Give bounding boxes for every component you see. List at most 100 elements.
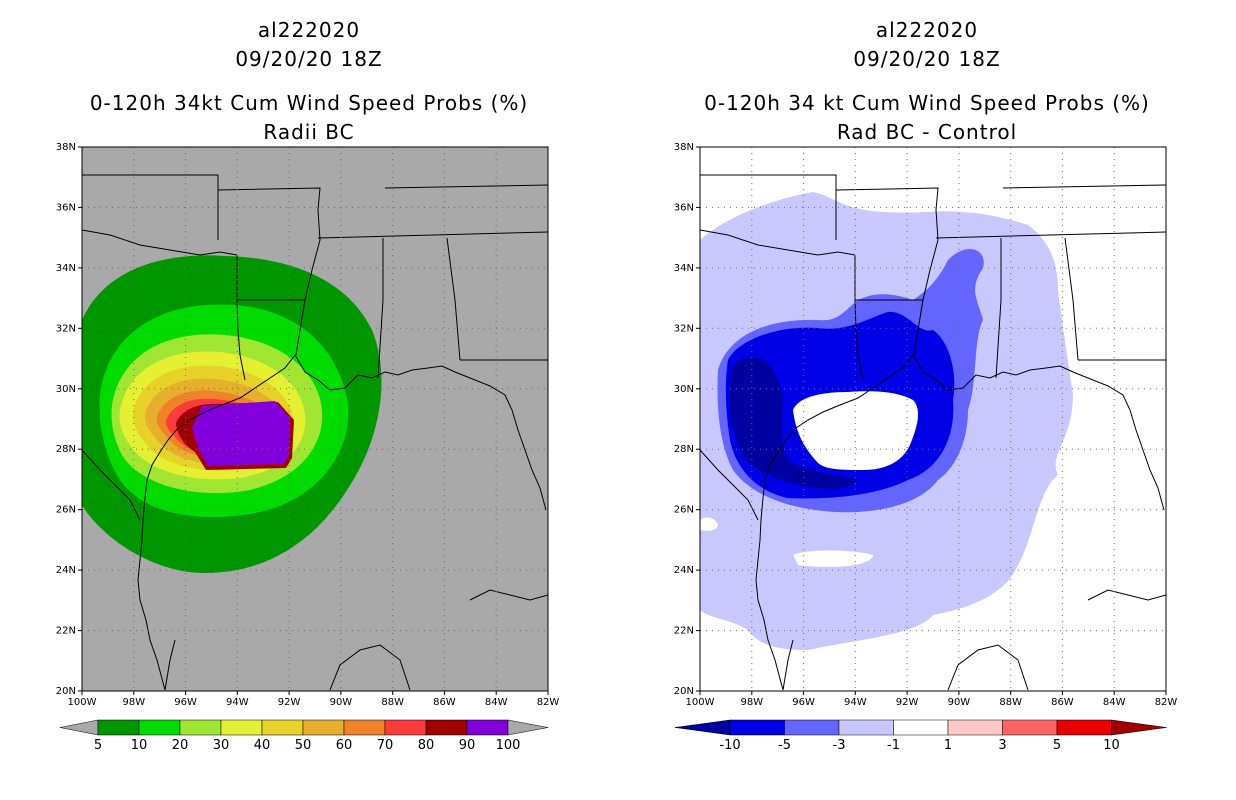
boundary-line (835, 187, 939, 211)
product-subtitle: Radii BC (263, 120, 355, 144)
boundary-line (384, 184, 548, 189)
boundary-line (137, 354, 296, 691)
lat-label: 28N (674, 444, 694, 455)
boundary-line (700, 229, 856, 256)
lon-label: 98W (740, 697, 763, 708)
colorbar-label: 50 (295, 738, 312, 753)
lon-label: 92W (278, 697, 301, 708)
map-frame (699, 146, 1167, 692)
lat-label: 34N (674, 263, 694, 274)
difference-contours (700, 192, 1073, 650)
lat-label: 30N (674, 384, 694, 395)
colorbar-label: 10 (131, 738, 148, 753)
colorbar-swatch (838, 719, 894, 736)
colorbar-label: 80 (418, 738, 435, 753)
colorbar-label: 20 (172, 738, 189, 753)
colorbar-arrow-low (59, 719, 99, 736)
lat-label: 38N (56, 142, 76, 153)
lat-label: 36N (56, 202, 76, 213)
lon-label: 86W (433, 697, 456, 708)
lon-label: 96W (174, 697, 197, 708)
boundary-line (317, 231, 548, 239)
lat-label: 24N (674, 565, 694, 576)
boundary-line (329, 644, 411, 691)
boundary-line (1064, 237, 1079, 361)
lon-label: 100W (68, 697, 97, 708)
product-title: 0-120h 34kt Cum Wind Speed Probs (%) (89, 91, 529, 115)
lon-label: 94W (226, 697, 249, 708)
storm-id: al222020 (257, 18, 361, 42)
lat-label: 22N (674, 626, 694, 637)
left-panel: al222020 09/20/20 18Z 0-120h 34kt Cum Wi… (56, 18, 560, 753)
colorbar-swatch (261, 719, 304, 736)
right-panel: al222020 09/20/20 18Z 0-120h 34 kt Cum W… (618, 0, 1236, 800)
colorbar-swatch (466, 719, 509, 736)
coastlines-and-borders (700, 174, 1166, 691)
lon-label: 100W (686, 697, 715, 708)
colorbar: -10 -5 -3 -1 1 3 5 10 (674, 719, 1167, 753)
colorbar-label: 10 (1103, 738, 1120, 753)
colorbar-label: 100 (496, 738, 521, 753)
colorbar-arrow-high (1111, 719, 1167, 736)
boundary-line (913, 209, 939, 356)
lon-label: 96W (792, 697, 815, 708)
boundary-line (82, 229, 238, 256)
colorbar-label: 3 (998, 738, 1006, 753)
colorbar-swatch (179, 719, 222, 736)
lon-label: 86W (1051, 697, 1074, 708)
colorbar-label: 30 (213, 738, 230, 753)
colorbar-swatch (729, 719, 785, 736)
colorbar-label: -3 (833, 738, 846, 753)
lat-label: 32N (674, 323, 694, 334)
lon-label: 90W (330, 697, 353, 708)
colorbar-label: -1 (887, 738, 900, 753)
colorbar-label: -5 (778, 738, 791, 753)
product-title: 0-120h 34 kt Cum Wind Speed Probs (%) (704, 91, 1150, 115)
boundary-line (446, 237, 461, 361)
colorbar-arrow-high (507, 719, 549, 736)
colorbar-label: 90 (459, 738, 476, 753)
coastlines-and-borders (82, 174, 548, 691)
lat-label: 20N (56, 686, 76, 697)
lat-label: 28N (56, 444, 76, 455)
colorbar-swatch (425, 719, 468, 736)
boundary-line (947, 644, 1029, 691)
colorbar-swatch (138, 719, 181, 736)
lon-label: 82W (1155, 697, 1178, 708)
colorbar-swatch (343, 719, 386, 736)
lat-label: 22N (56, 626, 76, 637)
colorbar: 5 10 20 30 40 50 60 70 80 90 100 (59, 719, 549, 753)
colorbar-arrow-low (674, 719, 731, 736)
colorbar-label: 70 (377, 738, 394, 753)
colorbar-swatch (893, 719, 949, 736)
colorbar-swatch (1056, 719, 1112, 736)
lon-label: 82W (537, 697, 560, 708)
boundary-line (236, 255, 305, 301)
lon-label: 88W (999, 697, 1022, 708)
lon-label: 84W (485, 697, 508, 708)
boundary-line (1002, 184, 1166, 189)
boundary-line (782, 639, 794, 691)
forecast-time: 09/20/20 18Z (235, 47, 383, 71)
boundary-line (82, 174, 219, 240)
lon-label: 94W (844, 697, 867, 708)
boundary-line (469, 589, 548, 601)
lat-label: 24N (56, 565, 76, 576)
probability-contours (82, 255, 382, 573)
boundary-line (82, 449, 141, 521)
map-frame (81, 146, 549, 692)
boundary-line (854, 255, 923, 301)
boundary-line (164, 639, 176, 691)
colorbar-label: 5 (1053, 738, 1061, 753)
lat-lon-grid (700, 147, 1166, 691)
product-subtitle: Rad BC - Control (836, 120, 1018, 144)
lon-label: 88W (381, 697, 404, 708)
boundary-line (700, 449, 759, 521)
lat-label: 26N (56, 505, 76, 516)
lon-label: 90W (948, 697, 971, 708)
colorbar-label: 60 (336, 738, 353, 753)
colorbar-label: 40 (254, 738, 271, 753)
